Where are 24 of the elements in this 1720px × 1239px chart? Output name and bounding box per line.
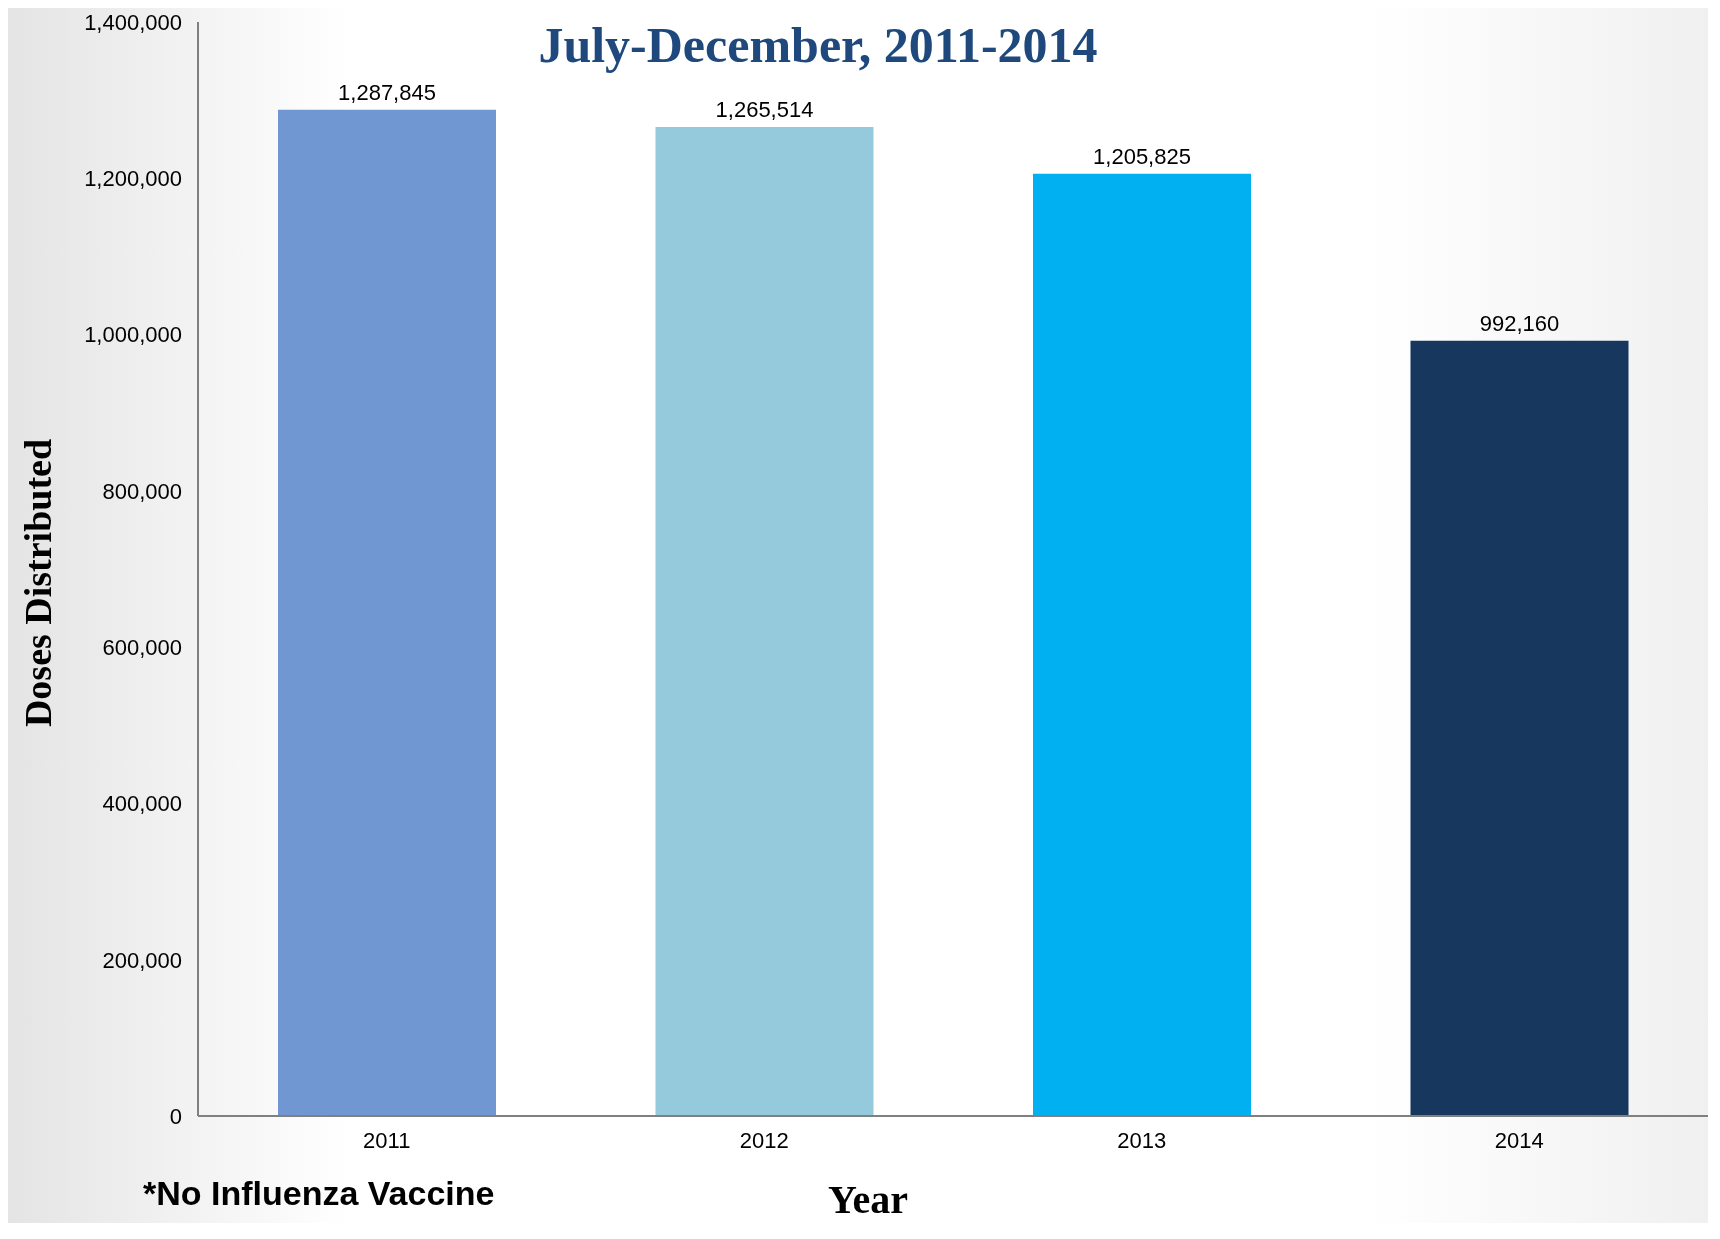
data-label: 1,205,825	[1093, 143, 1191, 169]
data-label: 1,265,514	[715, 97, 814, 123]
x-tick-label: 2011	[363, 1127, 411, 1153]
y-tick-label: 0	[169, 1103, 182, 1129]
y-axis-title: Doses Distributed	[16, 438, 60, 728]
bar	[1033, 173, 1251, 1116]
x-axis-title: Year	[828, 1176, 908, 1223]
text: *No Influenza Vaccine	[143, 1174, 495, 1213]
bar	[1410, 340, 1629, 1116]
y-tick-label: 600,000	[102, 634, 182, 660]
y-tick-label: 400,000	[102, 791, 182, 817]
data-label: 992,160	[1479, 310, 1560, 336]
y-tick-label: 800,000	[102, 478, 182, 504]
y-tick-label: 1,000,000	[84, 322, 182, 348]
y-tick-label: 1,200,000	[84, 166, 182, 192]
chart-title: July-December, 2011-2014	[538, 17, 1098, 73]
y-tick-label: 1,400,000	[84, 9, 182, 35]
bar	[655, 127, 874, 1116]
x-tick-label: 2013	[1117, 1127, 1167, 1153]
x-tick-label: 2014	[1494, 1127, 1544, 1153]
data-label: 1,287,845	[338, 79, 436, 105]
x-tick-label: 2012	[739, 1127, 789, 1153]
bar	[278, 109, 496, 1116]
y-tick-label: 200,000	[102, 947, 182, 973]
